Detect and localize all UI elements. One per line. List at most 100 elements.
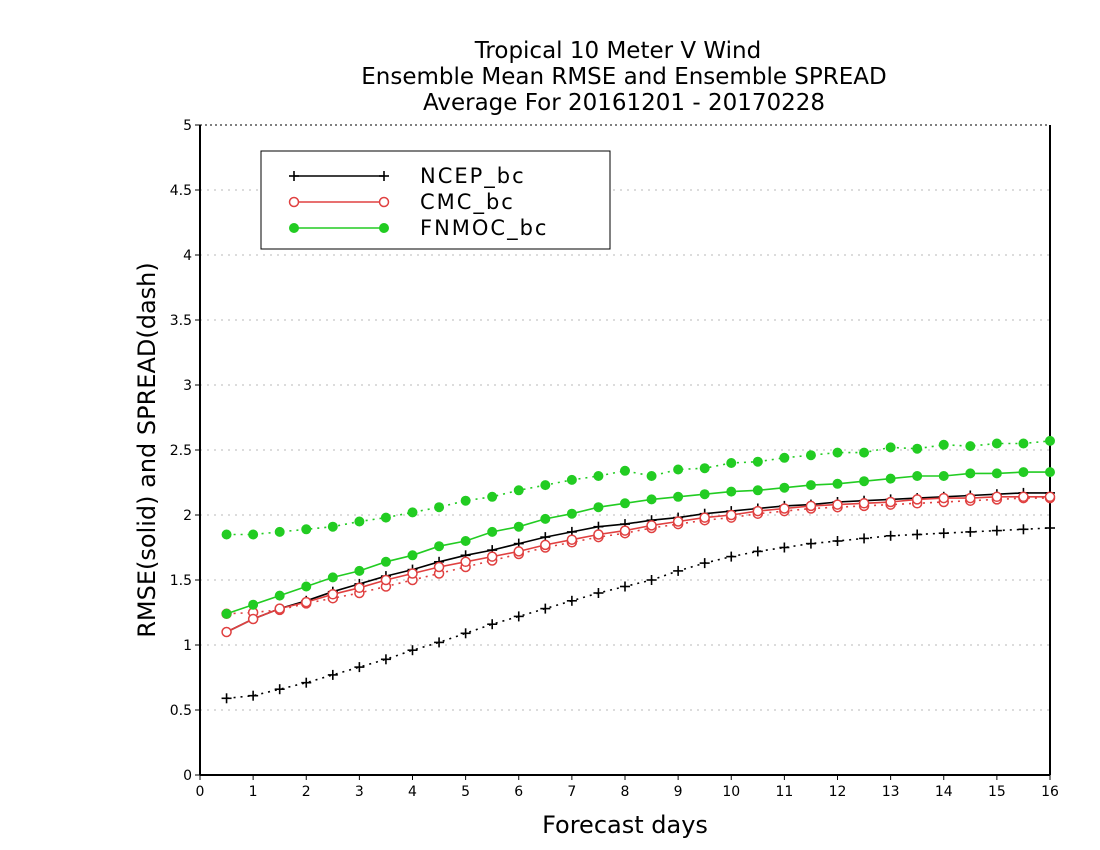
open-circle-marker: [380, 574, 392, 586]
legend-box: [260, 150, 611, 250]
y-tick-label: 2.5: [170, 443, 192, 459]
open-circle-marker: [779, 503, 790, 514]
x-tick-label: 10: [722, 784, 740, 800]
plus-marker: [274, 684, 285, 695]
axes: 00.511.522.533.544.550 1 2 3 4 5 6 7 8 9 10 11 12 13 1…: [170, 118, 1059, 800]
open-circle-marker: [965, 492, 976, 504]
open-circle-marker: [672, 516, 684, 527]
open-circle-marker: [726, 509, 737, 521]
x-axis-label: Forecast days: [542, 811, 708, 839]
y-axis-label: RMSE(solid) and SPREAD(dash): [133, 262, 161, 638]
open-circle-marker: [566, 534, 578, 545]
plus-marker: [991, 525, 1002, 536]
legend-label: NCEP_bc: [420, 164, 526, 189]
filled-circle-marker: [885, 442, 896, 453]
plus-marker: [646, 575, 657, 585]
open-circle-marker: [378, 196, 390, 208]
filled-circle-marker: [832, 447, 843, 458]
open-circle-marker: [486, 551, 498, 562]
series-ncep-bc: [221, 487, 1055, 704]
filled-circle-marker: [1045, 435, 1055, 446]
ncep-bc-rmse-line: [226, 492, 1050, 633]
filled-circle-marker: [301, 524, 312, 535]
series: [221, 435, 1056, 704]
plus-marker: [938, 528, 949, 539]
x-tick-label: 3: [355, 784, 364, 800]
filled-circle-marker: [540, 513, 551, 524]
plus-marker: [460, 628, 471, 639]
y-tick-label: 1.5: [170, 573, 192, 589]
filled-circle-marker: [699, 463, 710, 474]
filled-circle-marker: [1018, 467, 1029, 478]
open-circle-marker: [885, 496, 896, 508]
x-tick-label: 15: [988, 784, 1006, 800]
plus-marker: [805, 538, 816, 549]
filled-circle-marker: [1045, 467, 1055, 478]
filled-circle-marker: [460, 495, 471, 506]
y-tick-label: 0: [183, 768, 192, 784]
filled-circle-marker: [673, 491, 684, 502]
title-line-1: Tropical 10 Meter V Wind: [474, 38, 761, 64]
plus-marker: [699, 558, 710, 569]
filled-circle-marker: [487, 526, 498, 537]
open-circle-marker: [288, 196, 300, 208]
plus-marker: [779, 542, 790, 553]
y-tick-label: 4.5: [170, 183, 192, 199]
cmc-bc-rmse-line: [226, 495, 1050, 633]
x-tick-label: 4: [408, 784, 417, 800]
x-tick-label: 1: [249, 784, 258, 800]
plus-marker: [289, 171, 299, 181]
plus-marker: [593, 588, 604, 598]
plus-marker: [752, 546, 763, 557]
filled-circle-marker: [566, 508, 577, 519]
filled-circle-marker: [965, 441, 976, 452]
filled-circle-marker: [912, 443, 923, 454]
filled-circle-marker: [301, 581, 312, 592]
open-circle-marker: [619, 525, 631, 536]
fnmoc-bc-spread-line: [226, 440, 1051, 536]
plus-marker: [965, 526, 976, 537]
filled-circle-marker: [646, 494, 657, 505]
y-tick-label: 4: [183, 248, 192, 264]
y-tick-label: 3.5: [170, 313, 192, 329]
filled-circle-marker: [620, 498, 630, 509]
title-line-2: Ensemble Mean RMSE and Ensemble SPREAD: [361, 64, 886, 90]
filled-circle-marker: [859, 476, 870, 487]
x-tick-label: 5: [461, 784, 470, 800]
x-tick-label: 11: [775, 784, 793, 800]
plus-marker: [859, 533, 870, 544]
x-tick-label: 8: [621, 784, 630, 800]
fnmoc-bc-rmse-line: [226, 471, 1050, 615]
open-circle-marker: [513, 546, 524, 557]
chart-title: Tropical 10 Meter V Wind Ensemble Mean R…: [361, 38, 886, 116]
x-tick-label: 2: [302, 784, 311, 800]
filled-circle-marker: [779, 452, 790, 463]
filled-circle-marker: [779, 482, 790, 493]
y-tick-label: 1: [183, 638, 192, 654]
legend-item-ncep-bc: NCEP_bc: [289, 164, 526, 189]
filled-circle-marker: [805, 450, 816, 461]
plus-marker: [513, 611, 524, 622]
filled-circle-marker: [274, 590, 285, 601]
open-circle-marker: [752, 505, 764, 517]
filled-circle-marker: [354, 565, 365, 576]
open-circle-marker: [646, 520, 657, 531]
x-tick-label: 6: [514, 784, 523, 800]
filled-circle-marker: [434, 541, 445, 552]
series-cmc-bc: [221, 491, 1056, 638]
filled-circle-marker: [248, 529, 259, 540]
plus-marker: [354, 662, 365, 673]
filled-circle-marker: [805, 480, 816, 491]
filled-circle-marker: [380, 556, 391, 567]
y-tick-label: 0.5: [170, 703, 192, 719]
plus-marker: [379, 171, 389, 181]
plus-marker: [912, 529, 923, 540]
filled-circle-marker: [354, 516, 365, 527]
open-circle-marker: [247, 613, 259, 625]
series-fnmoc-bc: [221, 435, 1055, 619]
open-circle-marker: [301, 596, 312, 608]
open-circle-marker: [540, 539, 551, 551]
x-tick-label: 13: [882, 784, 900, 800]
